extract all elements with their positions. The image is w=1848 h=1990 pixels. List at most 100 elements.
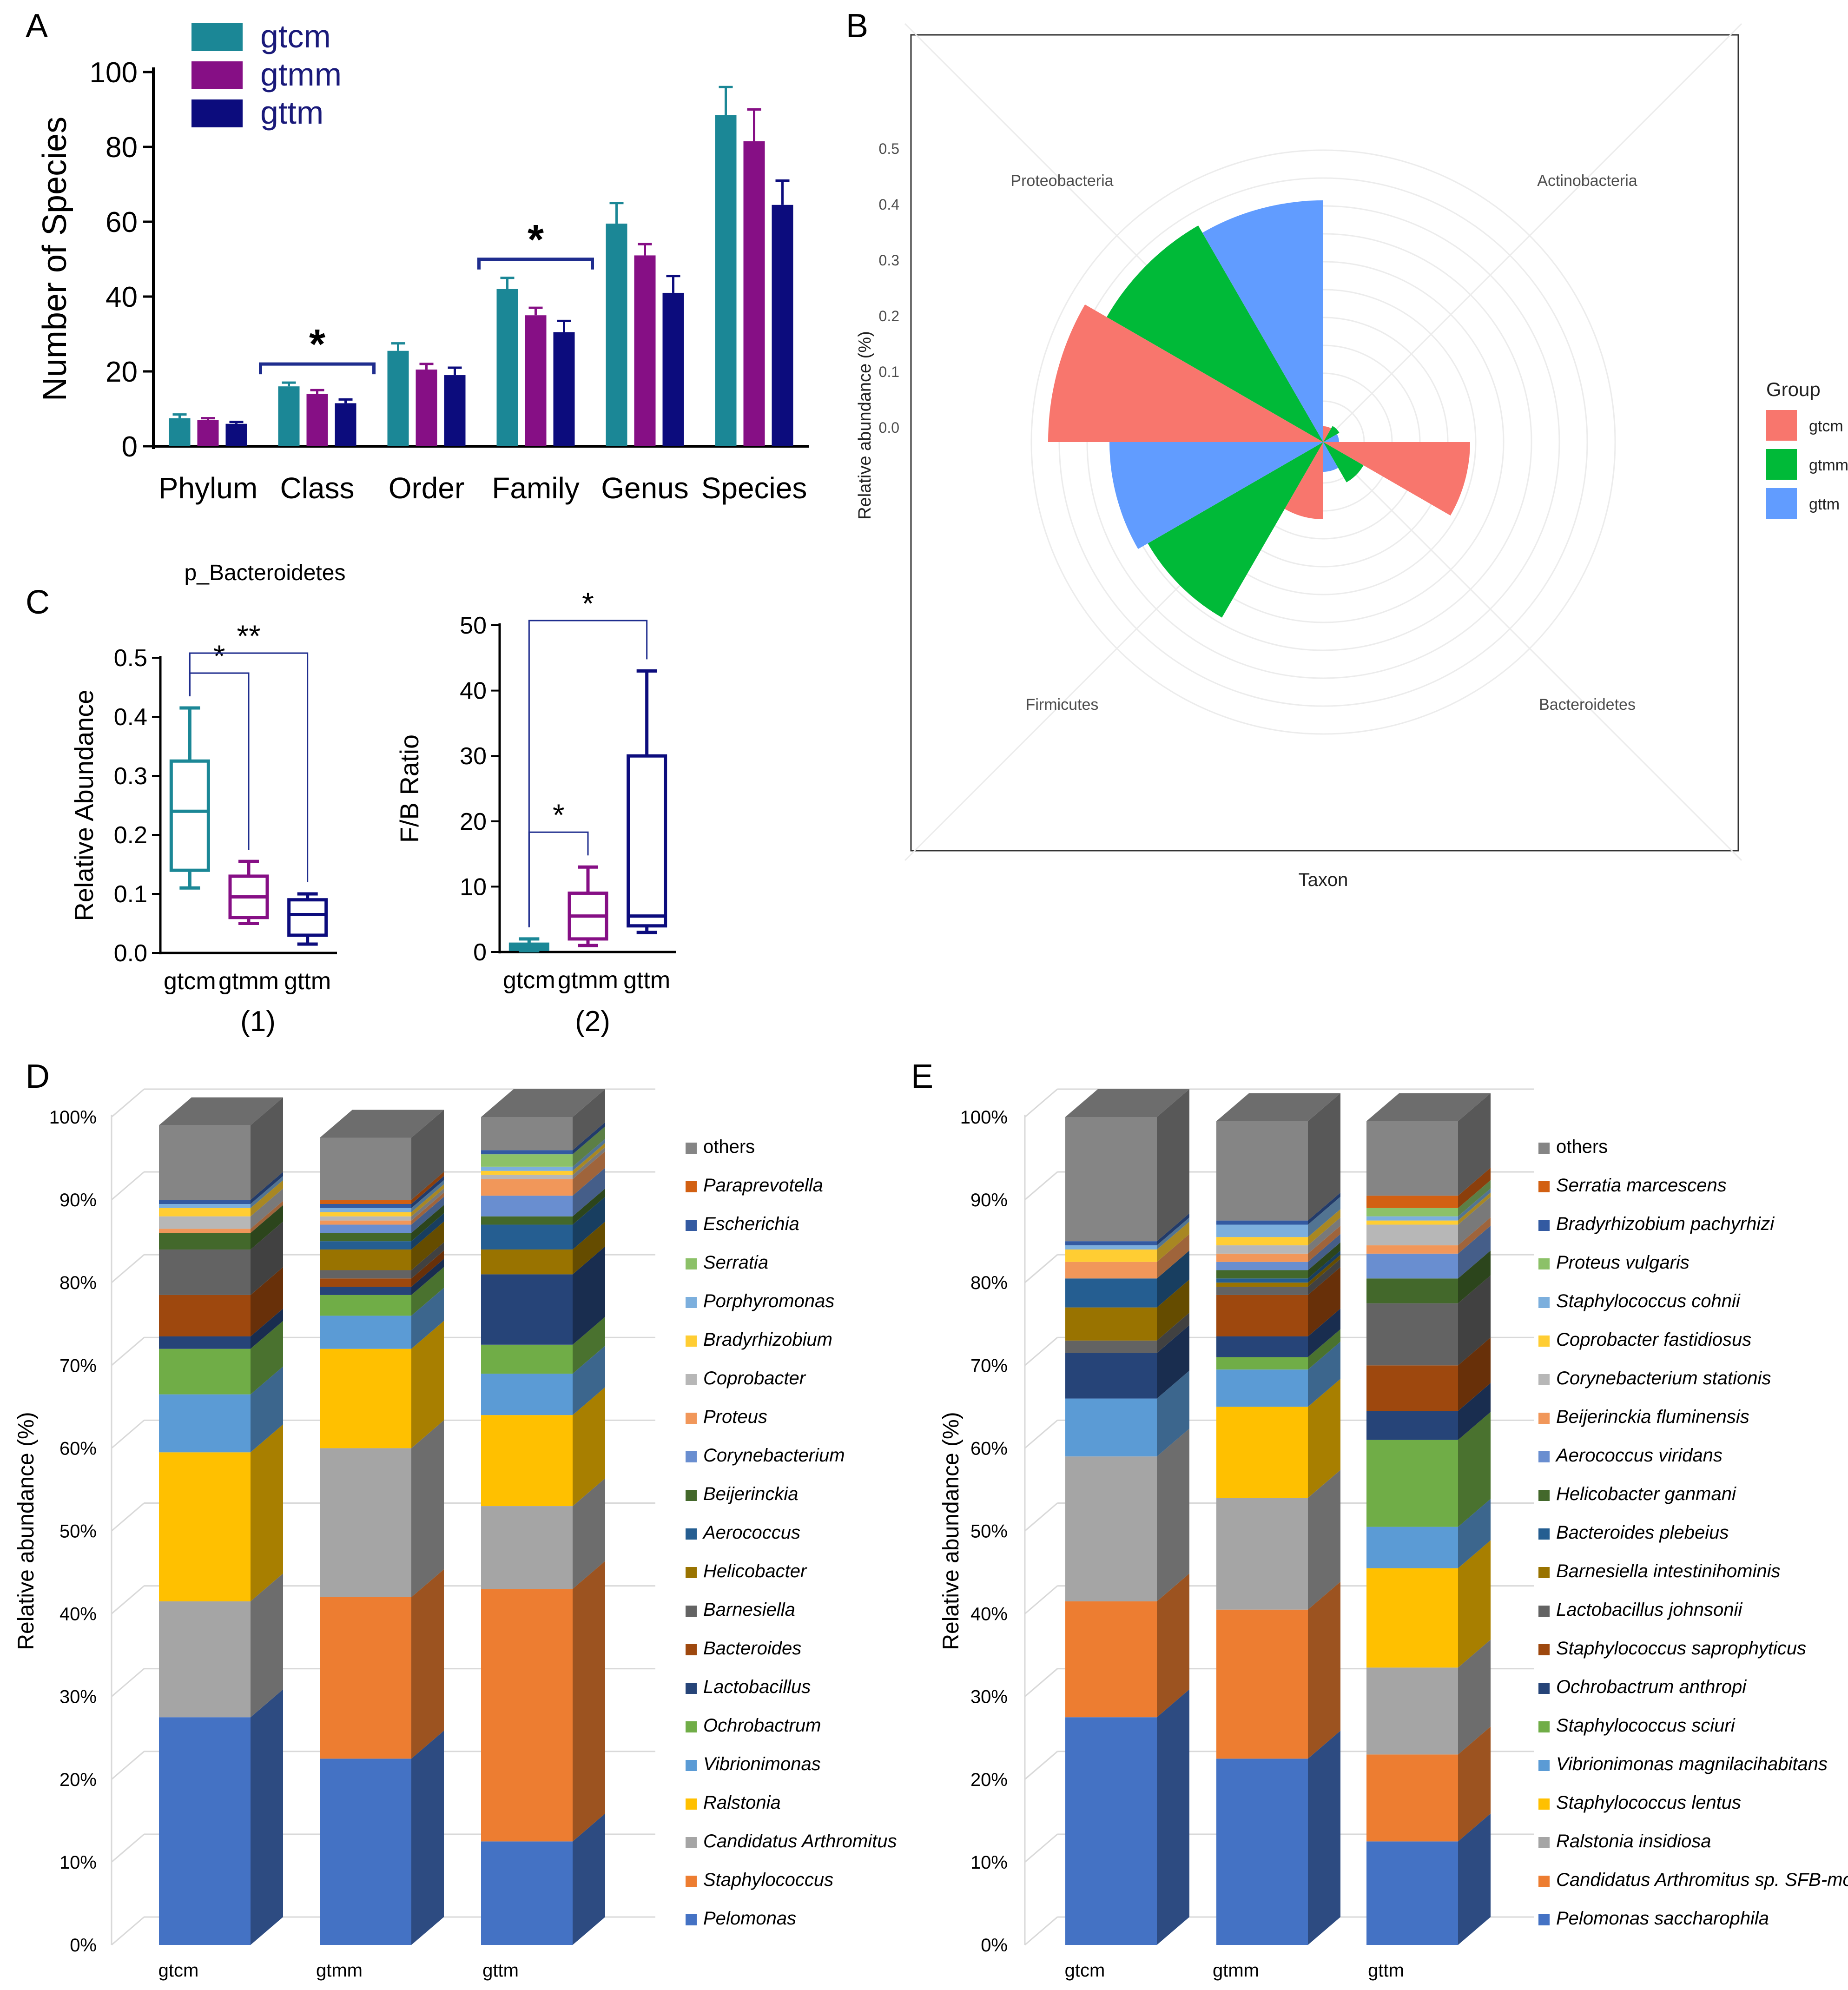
legend-label: Bradyrhizobium pachyrhizi xyxy=(1556,1214,1775,1234)
taxon-label: Actinobacteria xyxy=(1537,172,1637,190)
legend-swatch xyxy=(686,1837,697,1848)
y-tick-label: 0% xyxy=(70,1935,97,1956)
gridline-depth xyxy=(111,1833,145,1863)
stack-segment-side xyxy=(1308,1308,1340,1357)
panel-label-b: B xyxy=(846,7,868,45)
stack-segment-side xyxy=(411,1250,444,1287)
stack-segment-side xyxy=(251,1172,283,1204)
stack-segment xyxy=(1065,1307,1157,1341)
stack-segment-side xyxy=(411,1176,444,1208)
stack-segment-side xyxy=(1458,1250,1491,1303)
gridline-depth xyxy=(111,1088,145,1118)
stack-segment-side xyxy=(1458,1337,1491,1411)
legend-swatch xyxy=(686,1914,697,1925)
stack-segment xyxy=(1065,1353,1157,1399)
polar-wedge-gttm xyxy=(1323,434,1339,442)
bar-gttm xyxy=(225,423,247,446)
legend-swatch xyxy=(1538,1876,1550,1887)
legend-label: Escherichia xyxy=(703,1214,799,1234)
stack-segment-side xyxy=(1308,1267,1340,1336)
stack-segment-side xyxy=(1458,1540,1491,1668)
y-tick-label: 100% xyxy=(49,1107,97,1128)
stack-segment-side xyxy=(1157,1573,1189,1718)
stack-segment-side xyxy=(1157,1428,1189,1601)
legend-swatch xyxy=(686,1528,697,1540)
bar-gtmm xyxy=(743,141,765,446)
legend-label: Staphylococcus cohnii xyxy=(1556,1291,1741,1311)
stack-segment xyxy=(1216,1220,1308,1225)
stack-segment xyxy=(159,1200,251,1204)
stack-segment-side xyxy=(573,1138,605,1171)
panel-title: p_Bacteroidetes xyxy=(185,561,346,585)
stack-segment-side xyxy=(1308,1250,1340,1283)
stack-segment xyxy=(481,1224,573,1250)
bar-gtmm xyxy=(416,369,437,446)
stack-segment xyxy=(1216,1278,1308,1283)
bar-gttm xyxy=(444,375,466,446)
bar-gtcm xyxy=(169,418,191,446)
stack-segment-side xyxy=(411,1221,444,1270)
y-tick-label: 80 xyxy=(106,132,138,164)
y-tick-label: 90% xyxy=(59,1190,97,1210)
y-tick-label: 20 xyxy=(106,356,138,388)
stack-segment xyxy=(481,1374,573,1415)
legend-swatch xyxy=(1538,1220,1550,1231)
significance-star: ** xyxy=(237,619,260,653)
category-label: Phylum xyxy=(158,471,257,505)
stack-segment-side xyxy=(1308,1197,1340,1237)
y-tick-label: 70% xyxy=(970,1355,1008,1376)
stack-segment xyxy=(481,1175,573,1179)
stack-segment xyxy=(481,1196,573,1216)
gridline-depth xyxy=(111,1502,145,1532)
legend-swatch xyxy=(686,1220,697,1231)
panel-c2-box-plot: 0 10 20 30 40 50 F/B Ratio gtcm gtmm gttm * * (2) xyxy=(395,586,676,1038)
stack-segment-side xyxy=(573,1387,605,1507)
stack-segment xyxy=(320,1597,411,1759)
bar-gttm xyxy=(335,403,356,446)
stack-segment-side xyxy=(573,1197,605,1250)
stack-segment xyxy=(1216,1357,1308,1370)
significance-bracket xyxy=(477,258,594,270)
stack-segment-side xyxy=(411,1731,444,1945)
stack-segment xyxy=(1216,1262,1308,1270)
y-tick-label: 0 xyxy=(122,431,138,463)
y-tick-label: 40% xyxy=(970,1604,1008,1625)
stack-segment xyxy=(159,1208,251,1216)
stack-segment xyxy=(481,1415,573,1507)
y-tick-label: 40 xyxy=(460,678,487,705)
gridline-depth xyxy=(1024,1668,1058,1697)
stack-segment xyxy=(1366,1527,1458,1568)
stack-segment-side xyxy=(411,1188,444,1221)
y-tick-label: 0.5 xyxy=(114,645,147,672)
y-tick-label: 80% xyxy=(59,1273,97,1293)
legend-label: Staphylococcus lentus xyxy=(1556,1792,1741,1813)
legend-swatch xyxy=(1538,1490,1550,1501)
y-tick-label: 20 xyxy=(460,808,487,835)
stack-segment-side xyxy=(573,1089,605,1150)
stack-top xyxy=(320,1110,444,1138)
stack-segment-side xyxy=(411,1205,444,1242)
stack-segment xyxy=(1216,1759,1308,1945)
legend-label: Ralstonia xyxy=(703,1792,781,1813)
legend-swatch xyxy=(686,1490,697,1501)
legend-swatch xyxy=(686,1721,697,1732)
legend-swatch xyxy=(686,1876,697,1887)
legend-label: Pelomonas xyxy=(703,1908,796,1929)
stack-segment-side xyxy=(251,1205,283,1250)
legend-label: Helicobacter xyxy=(703,1561,807,1581)
legend-label: Staphylococcus saprophyticus xyxy=(1556,1638,1806,1659)
polar-wedge-gttm xyxy=(1323,442,1338,472)
stack-segment xyxy=(320,1295,411,1316)
stack-segment-side xyxy=(1308,1192,1340,1225)
legend-swatch xyxy=(1538,1143,1550,1154)
legend-label: Barnesiella intestinihominis xyxy=(1556,1561,1780,1581)
stack-segment-side xyxy=(1157,1217,1189,1250)
legend-swatch xyxy=(1538,1451,1550,1462)
category-label: gttm xyxy=(284,968,331,995)
y-tick-label: 0.4 xyxy=(114,704,147,731)
legend-label-gtcm: gtcm xyxy=(1809,417,1843,435)
plot-frame xyxy=(910,34,1739,852)
category-label: gtmm xyxy=(558,967,618,994)
legend-label: Coprobacter fastidiosus xyxy=(1556,1329,1751,1350)
grid-spoke xyxy=(1322,441,1742,861)
